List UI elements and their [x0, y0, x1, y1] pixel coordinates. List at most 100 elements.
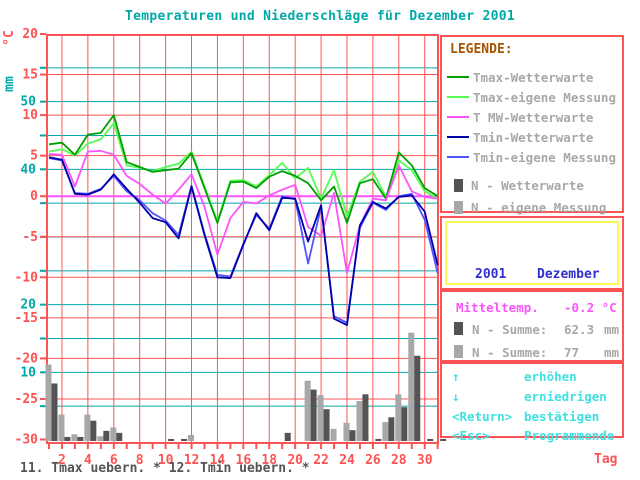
- n-sum-unit: mm: [604, 345, 620, 360]
- series-line-3: [48, 156, 439, 327]
- series-line-1: [48, 122, 439, 223]
- legend-item-label: Tmin-Wetterwarte: [473, 129, 594, 145]
- bars-wetterwarte: [51, 355, 447, 441]
- legend-item-label: Tmax-eigene Messung: [473, 89, 616, 105]
- tmax-wetterwarte-line-swatch: [447, 76, 469, 78]
- n-sum-value: 62.3: [564, 322, 595, 337]
- n-sum-label: N - Summe:: [472, 322, 548, 337]
- help-row-confirm: <Return> bestätigen: [442, 409, 622, 424]
- return-key-label: <Return>: [452, 409, 513, 424]
- legend-item-label: Tmax-Wetterwarte: [473, 69, 594, 85]
- legend-item-label: N - eigene Messung: [471, 199, 607, 215]
- svg-text:-15: -15: [15, 311, 38, 326]
- legend-item-label: T MW-Wetterwarte: [473, 109, 594, 125]
- svg-text:50: 50: [20, 95, 36, 110]
- legend-panel: LEGENDE: Tmax-Wetterwarte Tmax-eigene Me…: [440, 35, 624, 215]
- page-title: Temperaturen und Niederschläge für Dezem…: [124, 9, 516, 24]
- svg-text:10: 10: [20, 365, 36, 380]
- svg-text:14: 14: [210, 453, 226, 468]
- tmax-eigene-line-swatch: [447, 96, 469, 98]
- plot-border: [46, 34, 439, 444]
- legend-item-tmax-wetterwarte: Tmax-Wetterwarte: [447, 69, 594, 85]
- svg-text:12: 12: [184, 453, 200, 468]
- svg-text:16: 16: [236, 453, 252, 468]
- svg-text:-20: -20: [15, 351, 39, 366]
- legend-item-tmin-eigene: Tmin-eigene Messung: [447, 149, 616, 165]
- legend-title: LEGENDE:: [450, 42, 513, 57]
- legend-item-tmin-wetterwarte: Tmin-Wetterwarte: [447, 129, 594, 145]
- legend-item-tmw-wetterwarte: T MW-Wetterwarte: [447, 109, 594, 125]
- arrow-up-icon: ↑: [452, 369, 460, 384]
- month-value: Dezember: [537, 267, 600, 282]
- svg-text:24: 24: [339, 453, 355, 468]
- legend-item-label: N - Wetterwarte: [471, 177, 584, 193]
- n-eigene-swatch: [454, 345, 463, 358]
- mean-temp-row: Mitteltemp. -0.2 °C: [442, 300, 622, 315]
- svg-text:28: 28: [391, 453, 407, 468]
- svg-text:10: 10: [22, 108, 38, 123]
- mean-temp-value: -0.2 °C: [564, 300, 617, 315]
- help-label: Programmende: [524, 428, 615, 443]
- svg-text:5: 5: [30, 149, 38, 164]
- n-wetterwarte-bar-swatch: [454, 178, 463, 192]
- stats-panel: Mitteltemp. -0.2 °C N - Summe: 62.3 mm N…: [440, 290, 624, 362]
- svg-text:-30: -30: [15, 433, 39, 448]
- svg-text:20: 20: [287, 453, 303, 468]
- svg-text:22: 22: [313, 453, 329, 468]
- help-panel: ↑ erhöhen ↓ erniedrigen <Return> bestäti…: [440, 362, 624, 443]
- svg-text:20: 20: [22, 27, 38, 42]
- n-sum-value: 77: [564, 345, 580, 360]
- n-sum-unit: mm: [604, 322, 620, 337]
- n-sum-label: N - Summe:: [472, 345, 548, 360]
- svg-text:15: 15: [22, 68, 38, 83]
- n-sum-row-wetterwarte: N - Summe: 62.3 mm: [442, 322, 622, 337]
- axis-ticks: [40, 33, 439, 449]
- svg-text:-10: -10: [15, 270, 39, 285]
- svg-text:18: 18: [261, 453, 277, 468]
- mean-temp-label: Mitteltemp.: [456, 300, 539, 315]
- x-axis-title: Tag: [594, 452, 618, 467]
- legend-item-tmax-eigene: Tmax-eigene Messung: [447, 89, 616, 105]
- svg-text:10: 10: [158, 453, 174, 468]
- svg-text:-25: -25: [15, 392, 38, 407]
- help-row-exit: <Esc> Programmende: [442, 428, 622, 443]
- legend-item-n-eigene: N - eigene Messung: [447, 199, 607, 215]
- svg-text:26: 26: [365, 453, 381, 468]
- y-axis-unit-precip: mm: [2, 76, 17, 92]
- svg-text:6: 6: [110, 453, 118, 468]
- n-wetterwarte-swatch: [454, 322, 463, 335]
- month-panel: 2001 Dezember: [440, 216, 624, 290]
- esc-key-label: <Esc>: [452, 428, 490, 443]
- svg-text:20: 20: [20, 298, 36, 313]
- svg-text:2: 2: [58, 453, 66, 468]
- tmin-eigene-line-swatch: [447, 156, 469, 158]
- series-line-0: [48, 114, 439, 224]
- tmin-wetterwarte-line-swatch: [447, 136, 469, 138]
- svg-text:0: 0: [30, 189, 38, 204]
- help-label: bestätigen: [524, 409, 600, 424]
- arrow-down-icon: ↓: [452, 389, 460, 404]
- n-sum-row-eigene: N - Summe: 77 mm: [442, 345, 622, 360]
- y-axis-unit-temp: °C: [2, 30, 17, 46]
- svg-text:4: 4: [84, 453, 92, 468]
- month-inner-frame: 2001 Dezember: [445, 221, 619, 285]
- help-row-increase: ↑ erhöhen: [442, 369, 622, 384]
- svg-text:8: 8: [136, 453, 144, 468]
- svg-text:40: 40: [20, 162, 36, 177]
- year-value: 2001: [475, 267, 507, 282]
- n-eigene-bar-swatch: [454, 200, 463, 214]
- svg-text:-5: -5: [22, 230, 38, 245]
- bars-eigene-messung: [45, 332, 415, 441]
- series-line-2: [48, 149, 438, 275]
- status-bar: 11. Tmax uebern. * 12. Tmin uebern. *: [20, 461, 310, 476]
- help-label: erniedrigen: [524, 389, 607, 404]
- svg-text:30: 30: [417, 453, 433, 468]
- tmw-wetterwarte-line-swatch: [447, 116, 469, 118]
- help-label: erhöhen: [524, 369, 577, 384]
- legend-item-n-wetterwarte: N - Wetterwarte: [447, 177, 584, 193]
- gridlines: [46, 34, 439, 444]
- help-row-decrease: ↓ erniedrigen: [442, 389, 622, 404]
- legend-item-label: Tmin-eigene Messung: [473, 149, 616, 165]
